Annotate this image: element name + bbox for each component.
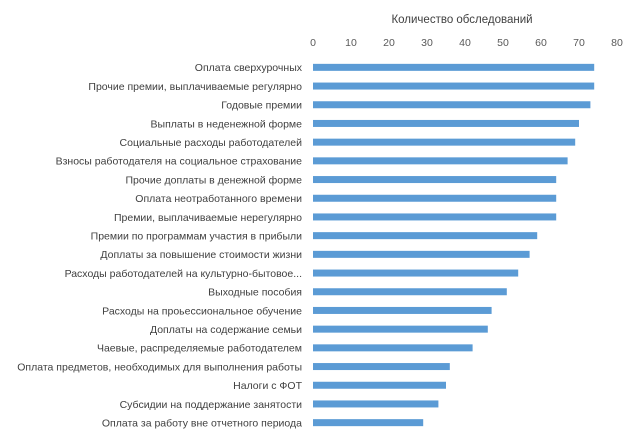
bar bbox=[313, 250, 530, 258]
x-tick-label: 10 bbox=[345, 37, 357, 49]
x-tick-label: 30 bbox=[421, 37, 433, 49]
category-label: Прочие премии, выплачиваемые регулярно bbox=[88, 81, 302, 93]
bar bbox=[313, 194, 557, 202]
bar bbox=[313, 363, 450, 371]
bar bbox=[313, 381, 446, 389]
bar bbox=[313, 63, 595, 71]
x-tick-label: 60 bbox=[535, 37, 547, 49]
category-label: Премии, выплачиваемые нерегулярно bbox=[114, 212, 302, 224]
category-label: Доплаты на содержание семьи bbox=[150, 324, 302, 336]
x-tick-label: 70 bbox=[573, 37, 585, 49]
bar bbox=[313, 306, 492, 314]
x-tick-label: 50 bbox=[497, 37, 509, 49]
bar bbox=[313, 176, 557, 184]
bar bbox=[313, 400, 439, 408]
x-axis-title: Количество обследований bbox=[391, 14, 532, 26]
category-label: Оплата сверхурочных bbox=[195, 62, 303, 74]
category-label: Социальные расходы работодателей bbox=[120, 137, 303, 149]
x-axis-ticks: 0 10 20 30 40 50 60 70 80 bbox=[310, 37, 623, 49]
category-label: Расходы на проьессиональное обучение bbox=[102, 305, 302, 317]
category-label: Прочие доплаты в денежной форме bbox=[125, 174, 302, 186]
category-label: Премии по программам участия в прибыли bbox=[91, 230, 302, 242]
category-label: Выходные пособия bbox=[208, 287, 302, 299]
bar bbox=[313, 157, 568, 165]
bar bbox=[313, 325, 488, 333]
category-label: Чаевые, распределяемые работодателем bbox=[97, 343, 302, 355]
bar bbox=[313, 269, 519, 277]
x-tick-label: 20 bbox=[383, 37, 395, 49]
bar bbox=[313, 82, 595, 90]
category-label: Расходы работодателей на культурно-бытов… bbox=[65, 268, 302, 280]
bar bbox=[313, 138, 576, 146]
category-label: Оплата неотработанного времени bbox=[135, 193, 302, 205]
x-tick-label: 40 bbox=[459, 37, 471, 49]
bar bbox=[313, 213, 557, 221]
bars bbox=[313, 63, 595, 427]
category-label: Доплаты за повышение стоимости жизни bbox=[100, 249, 302, 261]
bar bbox=[313, 232, 538, 240]
bar bbox=[313, 288, 507, 296]
category-label: Налоги с ФОТ bbox=[233, 380, 302, 392]
category-label: Субсидии на поддержание занятости bbox=[120, 399, 303, 411]
bar bbox=[313, 101, 591, 109]
category-labels: Оплата сверхурочных Прочие премии, выплач… bbox=[17, 62, 302, 429]
x-tick-label: 80 bbox=[611, 37, 623, 49]
bar bbox=[313, 344, 473, 352]
category-label: Годовые премии bbox=[221, 100, 302, 112]
category-label: Оплата за работу вне отчетного периода bbox=[102, 417, 302, 429]
category-label: Выплаты в неденежной форме bbox=[151, 118, 303, 130]
x-tick-label: 0 bbox=[310, 37, 316, 49]
category-label: Взносы работодателя на социальное страхо… bbox=[56, 156, 303, 168]
bar bbox=[313, 419, 424, 427]
bar bbox=[313, 119, 579, 127]
category-label: Оплата предметов, необходимых для выполн… bbox=[17, 361, 302, 373]
